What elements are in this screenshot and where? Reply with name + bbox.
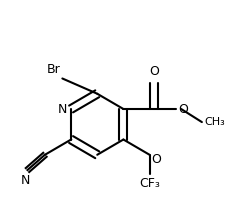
Text: N: N xyxy=(57,102,66,116)
Text: O: O xyxy=(151,153,161,166)
Text: O: O xyxy=(148,65,158,78)
Text: CF₃: CF₃ xyxy=(139,177,159,190)
Text: N: N xyxy=(20,174,30,187)
Text: O: O xyxy=(177,102,187,116)
Text: Br: Br xyxy=(46,63,60,76)
Text: CH₃: CH₃ xyxy=(203,117,224,127)
